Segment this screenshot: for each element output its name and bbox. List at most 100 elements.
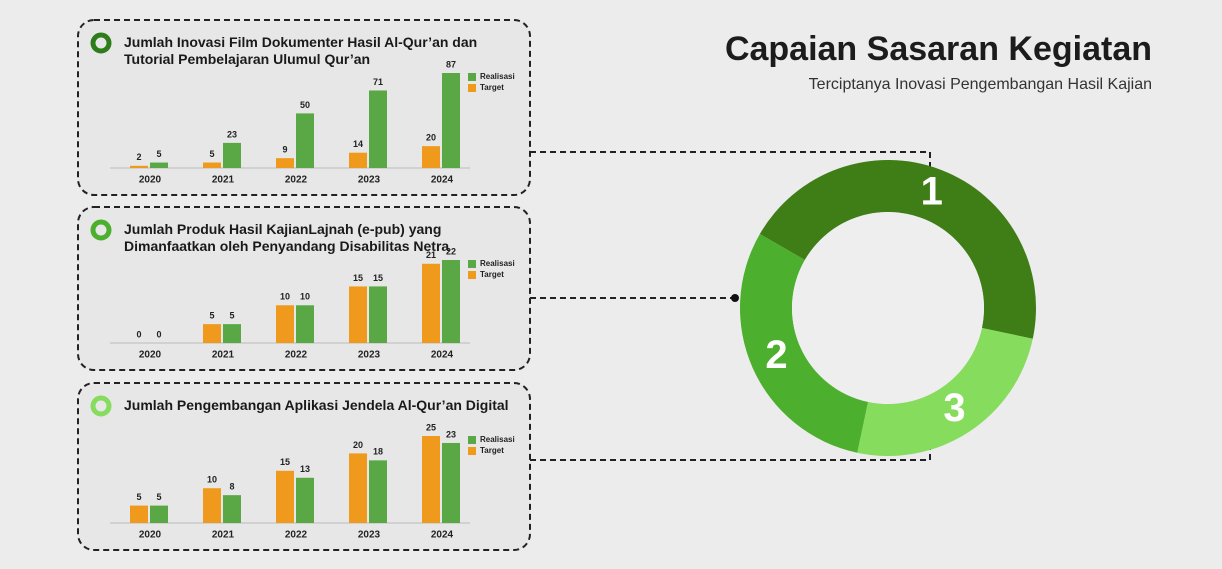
bar bbox=[296, 305, 314, 343]
bar bbox=[369, 286, 387, 343]
donut-segment bbox=[740, 234, 869, 453]
page-subtitle: Terciptanya Inovasi Pengembangan Hasil K… bbox=[808, 76, 1152, 93]
bar bbox=[276, 158, 294, 168]
connectors bbox=[530, 151, 931, 461]
x-tick-label: 2023 bbox=[358, 530, 381, 541]
x-tick-label: 2022 bbox=[285, 530, 308, 541]
segment-label: 2 bbox=[765, 333, 787, 377]
value-label: 13 bbox=[300, 464, 310, 474]
bar bbox=[296, 113, 314, 168]
value-label: 2 bbox=[136, 152, 141, 162]
panel-title: Jumlah Produk Hasil KajianLajnah (e-pub)… bbox=[124, 221, 450, 254]
x-tick-label: 2024 bbox=[431, 350, 454, 361]
legend-label: Realisasi bbox=[480, 435, 515, 444]
value-label: 71 bbox=[373, 77, 383, 87]
value-label: 23 bbox=[446, 429, 456, 439]
bar bbox=[276, 470, 294, 523]
page-title: Capaian Sasaran Kegiatan bbox=[724, 30, 1152, 68]
bar bbox=[203, 488, 221, 523]
value-label: 25 bbox=[426, 422, 436, 432]
legend-label: Target bbox=[480, 83, 504, 92]
bar bbox=[296, 477, 314, 523]
bar bbox=[442, 260, 460, 343]
x-tick-label: 2020 bbox=[139, 530, 162, 541]
legend-label: Realisasi bbox=[480, 72, 515, 81]
value-label: 15 bbox=[280, 457, 290, 467]
panel-title: Jumlah Pengembangan Aplikasi Jendela Al-… bbox=[124, 397, 509, 413]
bar bbox=[130, 505, 148, 523]
value-label: 10 bbox=[300, 292, 310, 302]
x-tick-label: 2020 bbox=[139, 350, 162, 361]
x-tick-label: 2022 bbox=[285, 175, 308, 186]
panel bbox=[77, 206, 531, 371]
x-tick-label: 2021 bbox=[212, 530, 235, 541]
x-tick-label: 2021 bbox=[212, 175, 235, 186]
x-tick-label: 2021 bbox=[212, 350, 235, 361]
value-label: 20 bbox=[353, 440, 363, 450]
x-tick-label: 2024 bbox=[431, 530, 454, 541]
value-label: 5 bbox=[136, 492, 141, 502]
bar bbox=[203, 324, 221, 343]
legend-label: Target bbox=[480, 446, 504, 455]
value-label: 0 bbox=[136, 329, 141, 339]
donut-hole bbox=[792, 212, 984, 404]
value-label: 8 bbox=[229, 482, 234, 492]
value-label: 9 bbox=[282, 145, 287, 155]
value-label: 22 bbox=[446, 246, 456, 256]
x-tick-label: 2022 bbox=[285, 350, 308, 361]
bar bbox=[150, 162, 168, 168]
bar bbox=[369, 460, 387, 523]
bar bbox=[422, 436, 440, 523]
value-label: 15 bbox=[353, 273, 363, 283]
panel-title: Jumlah Inovasi Film Dokumenter Hasil Al-… bbox=[124, 34, 478, 67]
donut-segment bbox=[857, 327, 1033, 456]
value-label: 5 bbox=[229, 311, 234, 321]
segment-label: 1 bbox=[921, 170, 943, 214]
legend-swatch bbox=[468, 84, 476, 92]
connector bbox=[530, 432, 931, 461]
legend-swatch bbox=[468, 260, 476, 268]
panel-icon bbox=[90, 395, 112, 417]
x-tick-label: 2023 bbox=[358, 350, 381, 361]
bar bbox=[223, 495, 241, 523]
panel-icon bbox=[90, 32, 112, 54]
connector bbox=[530, 151, 931, 178]
value-label: 10 bbox=[280, 292, 290, 302]
value-label: 20 bbox=[426, 133, 436, 143]
legend-swatch bbox=[468, 73, 476, 81]
legend-label: Target bbox=[480, 270, 504, 279]
x-tick-label: 2023 bbox=[358, 175, 381, 186]
value-label: 5 bbox=[209, 311, 214, 321]
value-label: 18 bbox=[373, 447, 383, 457]
bar bbox=[223, 142, 241, 168]
segment-label: 3 bbox=[943, 386, 965, 430]
value-label: 5 bbox=[156, 149, 161, 159]
legend-swatch bbox=[468, 271, 476, 279]
legend-swatch bbox=[468, 447, 476, 455]
x-tick-label: 2024 bbox=[431, 175, 454, 186]
bar bbox=[369, 90, 387, 168]
bar bbox=[349, 152, 367, 168]
value-label: 15 bbox=[373, 273, 383, 283]
value-label: 5 bbox=[156, 492, 161, 502]
value-label: 10 bbox=[207, 475, 217, 485]
bar bbox=[276, 305, 294, 343]
value-label: 87 bbox=[446, 59, 456, 69]
connector-dot bbox=[731, 294, 739, 302]
panel-icon bbox=[90, 219, 112, 241]
bar bbox=[150, 505, 168, 523]
panel bbox=[77, 19, 531, 196]
bar bbox=[442, 442, 460, 523]
bar bbox=[203, 162, 221, 168]
bar bbox=[130, 165, 148, 168]
value-label: 50 bbox=[300, 100, 310, 110]
value-label: 21 bbox=[426, 250, 436, 260]
value-label: 14 bbox=[353, 139, 363, 149]
bar bbox=[349, 453, 367, 523]
bar bbox=[349, 286, 367, 343]
bar bbox=[442, 73, 460, 168]
panel bbox=[77, 382, 531, 551]
bar bbox=[422, 263, 440, 343]
